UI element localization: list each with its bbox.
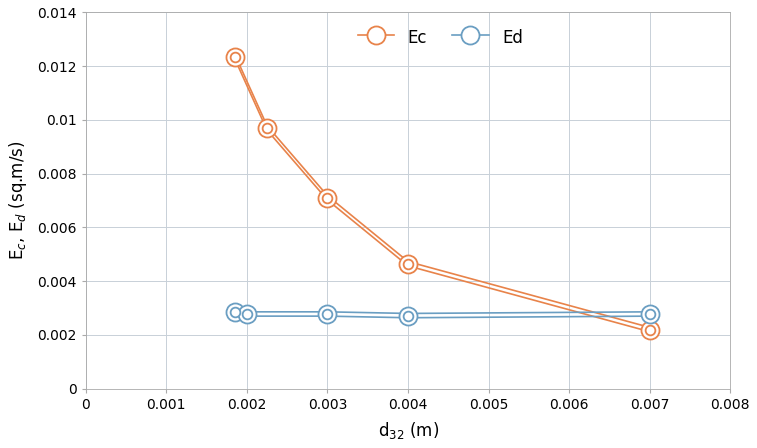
Y-axis label: E$_c$, E$_d$ (sq.m/s): E$_c$, E$_d$ (sq.m/s) — [7, 141, 29, 260]
Legend: Ec, Ed: Ec, Ed — [351, 21, 530, 55]
X-axis label: d$_{32}$ (m): d$_{32}$ (m) — [378, 420, 438, 441]
